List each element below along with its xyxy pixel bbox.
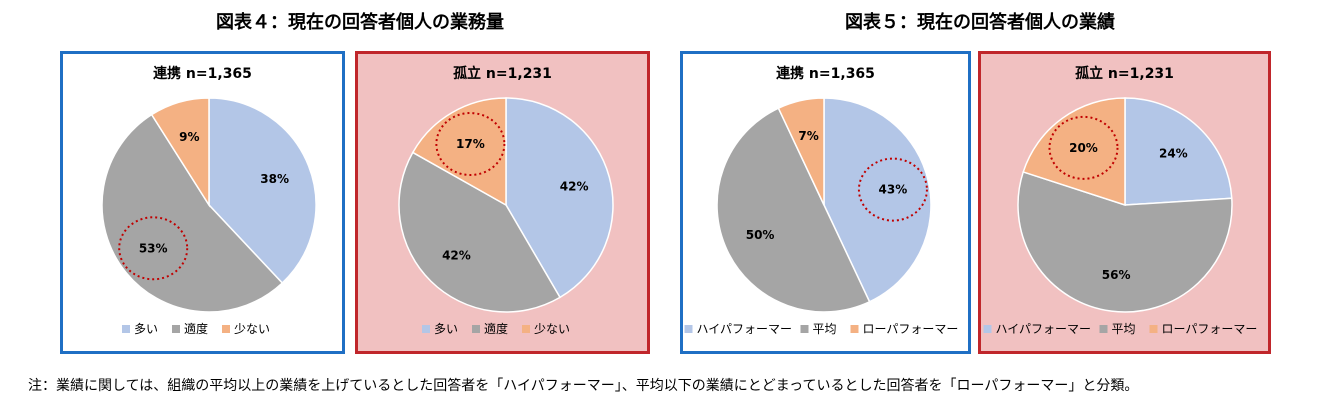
- pie-data-label: 9%: [179, 130, 199, 144]
- highlight-dotted-circle: [118, 216, 189, 281]
- legend-label: ハイパフォーマー: [697, 322, 793, 336]
- figure-5-title: 図表５：現在の回答者個人の業績: [845, 12, 1115, 33]
- legend-swatch: [983, 325, 992, 333]
- pie-slice: [505, 97, 614, 299]
- pie-slice: [777, 97, 825, 206]
- legend-swatch: [800, 325, 809, 333]
- pie-data-label: 42%: [442, 248, 471, 262]
- pie-title: 連携 n=1,365: [776, 65, 875, 82]
- pie-data-label: 17%: [456, 137, 485, 151]
- legend-label: 平均: [813, 322, 837, 336]
- pie-data-label: 56%: [1102, 268, 1131, 282]
- pie-data-label: 42%: [560, 180, 589, 194]
- legend-swatch: [222, 325, 230, 333]
- pie-data-label: 43%: [879, 183, 908, 197]
- footnote: 注：業績に関しては、組織の平均以上の業績を上げているとした回答者を「ハイパフォー…: [28, 378, 1139, 394]
- pie-data-label: 38%: [260, 172, 289, 186]
- legend-swatch: [172, 325, 180, 333]
- pie-title: 孤立 n=1,231: [453, 65, 552, 82]
- pie-panel-fig4-koritsu: 孤立 n=1,231 42% 42% 17% 多い 適度 少ない: [355, 51, 650, 354]
- pie-slice: [1022, 97, 1126, 207]
- legend-swatch: [850, 325, 859, 333]
- pie-panel-fig5-renkei: 連携 n=1,365 43% 50% 7% ハイパフォーマー 平均 ローパフォーマー: [680, 51, 971, 354]
- pie-slice: [1017, 170, 1233, 313]
- pie-slice: [823, 97, 932, 303]
- pie-slice: [150, 97, 210, 208]
- legend-label: 多い: [134, 322, 158, 336]
- figure-4-title: 図表４：現在の回答者個人の業務量: [216, 12, 504, 33]
- pie-data-label: 50%: [746, 228, 775, 242]
- highlight-dotted-circle: [435, 112, 506, 177]
- pie-panel-fig5-koritsu: 孤立 n=1,231 24% 56% 20% ハイパフォーマー 平均 ローパフォーマー: [978, 51, 1271, 354]
- legend-swatch: [684, 325, 693, 333]
- pie-data-label: 20%: [1069, 141, 1098, 155]
- pie-chart-svg: 孤立 n=1,231 42% 42% 17% 多い 適度 少ない: [398, 65, 614, 336]
- pie-title: 孤立 n=1,231: [1075, 65, 1174, 82]
- legend-swatch: [122, 325, 130, 333]
- pie-panel-fig4-renkei: 連携 n=1,365 38% 53% 9% 多い 適度 少ない: [60, 51, 345, 354]
- pie-slice: [1124, 97, 1233, 206]
- legend-label: 平均: [1112, 322, 1136, 336]
- legend-label: 少ない: [234, 322, 270, 336]
- pie-slice: [208, 97, 317, 285]
- legend-swatch: [1099, 325, 1108, 333]
- legend-label: ローパフォーマー: [863, 322, 959, 336]
- pie-title: 連携 n=1,365: [153, 65, 252, 82]
- legend-label: 多い: [434, 322, 458, 336]
- legend-swatch: [472, 325, 480, 333]
- legend-swatch: [422, 325, 430, 333]
- legend-label: 適度: [184, 321, 208, 336]
- pie-slice: [716, 107, 871, 313]
- pie-data-label: 7%: [798, 129, 818, 143]
- pie-chart-svg: 孤立 n=1,231 24% 56% 20% ハイパフォーマー 平均 ローパフォーマー: [983, 65, 1258, 336]
- legend-label: ローパフォーマー: [1162, 322, 1258, 336]
- pie-slice: [398, 151, 562, 313]
- pie-slice: [411, 97, 507, 207]
- legend-label: ハイパフォーマー: [996, 322, 1092, 336]
- pie-slice: [101, 113, 284, 313]
- pie-data-label: 53%: [139, 241, 168, 255]
- pie-chart-svg: 連携 n=1,365 43% 50% 7% ハイパフォーマー 平均 ローパフォーマー: [684, 65, 959, 336]
- legend-label: 適度: [484, 321, 508, 336]
- highlight-dotted-circle: [1048, 115, 1119, 180]
- legend-swatch: [1149, 325, 1158, 333]
- legend-swatch: [522, 325, 530, 333]
- pie-chart-svg: 連携 n=1,365 38% 53% 9% 多い 適度 少ない: [101, 65, 317, 336]
- legend-label: 少ない: [534, 322, 570, 336]
- pie-data-label: 24%: [1159, 147, 1188, 161]
